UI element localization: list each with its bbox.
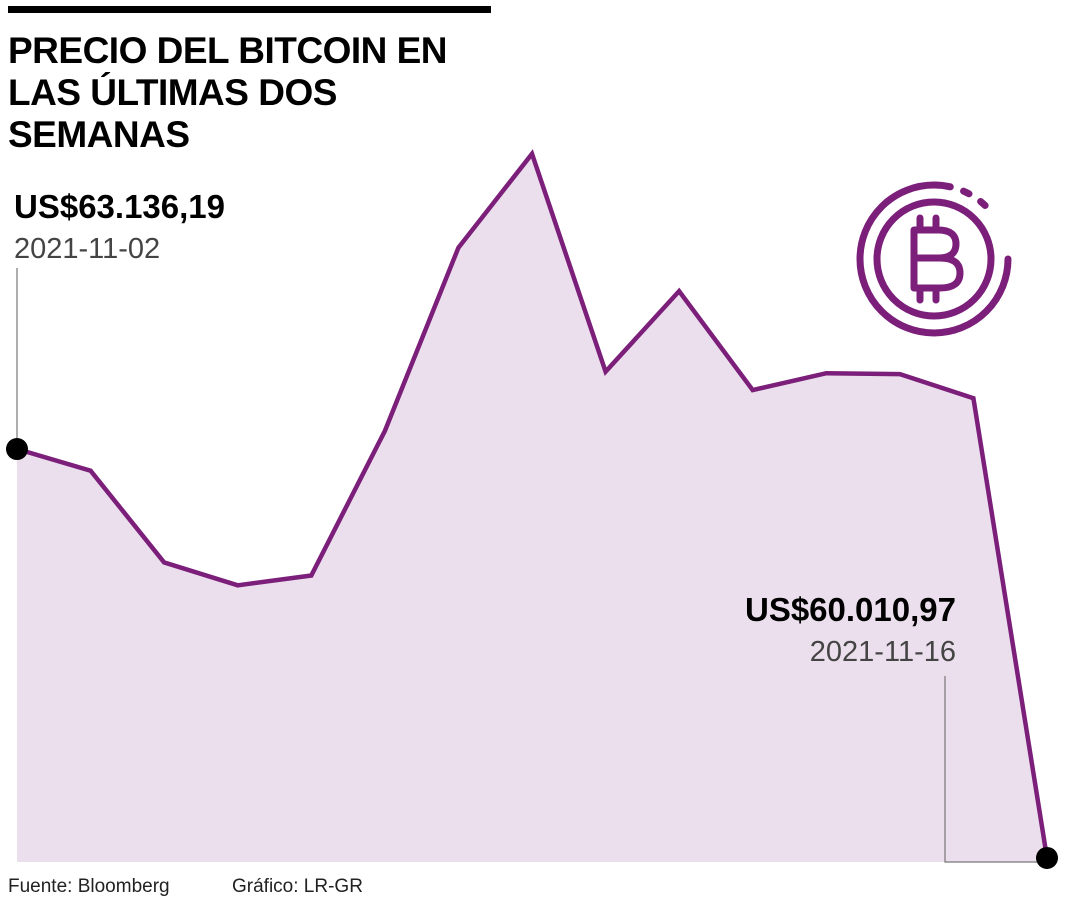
credit-note: Gráfico: LR-GR xyxy=(232,876,363,897)
data-point-2021-11-13 xyxy=(824,371,829,376)
end-date-label: 2021-11-16 xyxy=(810,636,956,668)
chart-title: PRECIO DEL BITCOIN EN LAS ÚLTIMAS DOS SE… xyxy=(8,30,448,155)
source-note: Fuente: Bloomberg xyxy=(8,876,170,897)
data-point-2021-11-06 xyxy=(309,573,314,578)
data-point-2021-11-12 xyxy=(750,388,755,393)
data-point-2021-11-08 xyxy=(456,245,461,250)
data-point-2021-11-07 xyxy=(382,428,387,433)
data-point-2021-11-04 xyxy=(162,560,167,565)
end-marker xyxy=(1036,846,1058,869)
end-value-label: US$60.010,97 xyxy=(745,591,956,628)
start-value-label: US$63.136,19 xyxy=(14,188,225,225)
data-point-2021-11-11 xyxy=(677,289,682,294)
data-point-2021-11-03 xyxy=(88,468,93,473)
title-rule xyxy=(8,6,491,13)
bitcoin-icon xyxy=(856,181,1012,337)
start-date-label: 2021-11-02 xyxy=(14,233,160,265)
price-area xyxy=(17,153,1047,863)
data-point-2021-11-05 xyxy=(235,583,240,588)
end-leader-line xyxy=(944,676,1047,863)
data-point-2021-11-15 xyxy=(971,396,976,401)
data-point-2021-11-10 xyxy=(603,369,608,374)
data-point-2021-11-09 xyxy=(530,151,534,156)
start-marker xyxy=(6,438,28,461)
data-point-2021-11-14 xyxy=(897,372,902,377)
